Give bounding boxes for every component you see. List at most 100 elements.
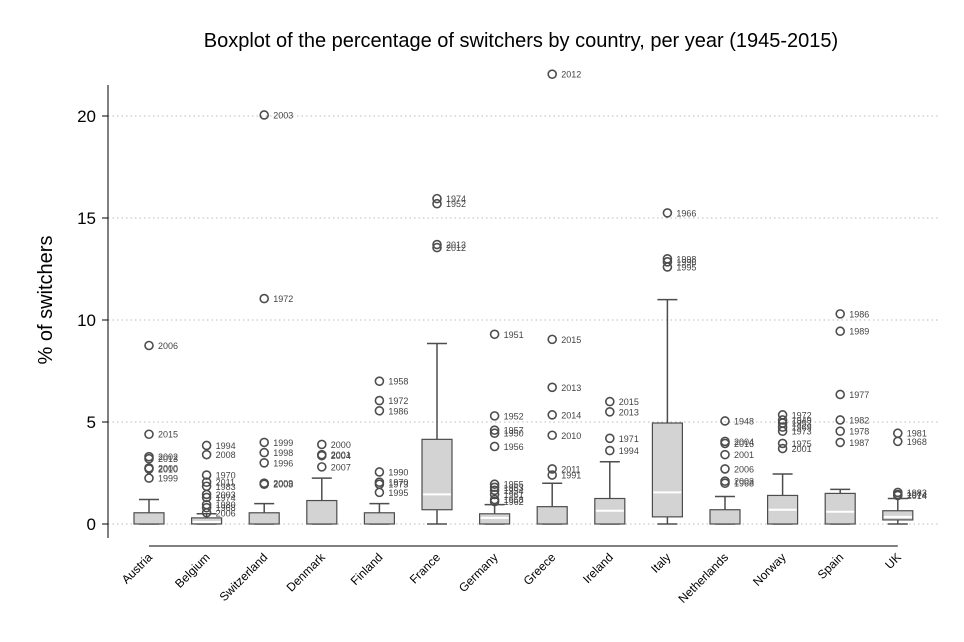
outlier-point	[489, 489, 500, 500]
outlier-point	[201, 440, 212, 451]
outlier-point	[604, 433, 615, 444]
outlier-point	[777, 415, 788, 425]
outlier-label: 1968	[734, 479, 754, 489]
outlier-point	[374, 487, 385, 498]
x-tick-label: Switzerland	[217, 550, 271, 604]
outlier-label: 1999	[273, 438, 293, 448]
outlier-label: 2007	[331, 462, 351, 472]
y-tick-label: 10	[77, 311, 96, 330]
outlier-label: 1948	[734, 416, 754, 426]
outlier-label: 2012	[446, 243, 466, 253]
outlier-point	[489, 441, 500, 452]
box-denmark	[306, 477, 338, 525]
outlier-point	[892, 428, 903, 439]
outlier-point	[201, 489, 212, 500]
outlier-point	[777, 422, 788, 432]
outlier-label: 1983	[216, 482, 236, 492]
outlier-label: 1999	[158, 474, 178, 484]
outlier-point	[489, 329, 500, 340]
outlier-label: 1958	[504, 495, 524, 505]
outlier-label: 1954	[504, 486, 524, 496]
outlier-point	[144, 429, 154, 440]
x-tick-label: Spain	[815, 550, 847, 582]
outlier-point	[201, 492, 212, 503]
outlier-point	[144, 340, 154, 351]
outlier-point	[720, 449, 730, 460]
outlier-label: 1995	[676, 262, 696, 272]
outlier-point	[201, 502, 212, 513]
outlier-label: 1991	[561, 471, 581, 481]
outlier-label: 1989	[849, 327, 869, 337]
outlier-point	[432, 193, 442, 204]
outlier-point	[835, 426, 846, 436]
outlier-label: 2001	[734, 450, 754, 460]
outlier-point	[374, 376, 385, 387]
outlier-label: 1953	[504, 483, 524, 493]
outlier-label: 1977	[849, 390, 869, 400]
outlier-point	[259, 293, 270, 304]
outlier-point	[144, 473, 154, 483]
outlier-point	[489, 428, 500, 439]
box-austria	[133, 498, 165, 525]
x-tick-labels: Austria Belgium Switzerland Denmark Finland F…	[119, 550, 904, 606]
outlier-label: 1972	[388, 396, 408, 406]
outlier-label: 1987	[849, 438, 869, 448]
outlier-point	[720, 464, 730, 474]
outlier-label: 2011	[561, 464, 580, 474]
chart-title: Boxplot of the percentage of switchers b…	[204, 30, 838, 52]
outlier-label: 2016	[734, 439, 754, 449]
outlier-point	[604, 445, 615, 456]
box-iqr	[191, 517, 223, 525]
outlier-point	[432, 242, 442, 253]
box-iqr	[479, 513, 511, 525]
outlier-label: 1953	[792, 419, 812, 429]
outlier-point	[720, 478, 730, 489]
x-tick-label: Denmark	[284, 550, 329, 595]
box-spain	[824, 488, 856, 525]
outlier-label: 1961	[504, 490, 524, 500]
outlier-point	[777, 426, 788, 436]
outlier-label: 1996	[273, 458, 293, 468]
box-iqr	[363, 512, 395, 525]
outlier-label: 2004	[734, 437, 754, 447]
outlier-label: 2003	[734, 477, 754, 487]
outlier-point	[892, 436, 903, 447]
outlier-label: 2014	[561, 410, 581, 420]
outlier-point	[547, 334, 558, 345]
y-tick-label: 5	[87, 413, 96, 432]
outlier-point	[892, 490, 903, 501]
outlier-label: 1955	[504, 480, 524, 490]
outlier-label: 2000	[158, 463, 178, 473]
x-tick-label: Ireland	[580, 550, 616, 586]
outlier-label: 2002	[158, 452, 178, 462]
outlier-point	[777, 438, 788, 449]
box-iqr	[306, 499, 338, 525]
outlier-point	[144, 464, 154, 474]
outlier-label: 1972	[792, 410, 812, 420]
outlier-point	[720, 416, 730, 426]
outlier-point	[316, 450, 327, 461]
outlier-label: 1949	[792, 415, 812, 425]
outlier-point	[662, 262, 673, 272]
outlier-label: 1972	[273, 294, 293, 304]
box-uk	[882, 497, 914, 525]
outlier-label: 1952	[446, 199, 466, 209]
outlier-label: 1951	[504, 330, 524, 340]
outlier-point	[835, 389, 846, 400]
outlier-point	[547, 430, 558, 441]
outlier-point	[374, 405, 385, 416]
outlier-point	[547, 410, 558, 420]
outlier-label: 2000	[331, 440, 351, 450]
outlier-point	[489, 496, 500, 507]
outlier-label: 2004	[331, 451, 351, 461]
box-iqr	[421, 438, 453, 511]
box-france	[421, 342, 453, 525]
outlier-label: 1974	[216, 493, 236, 503]
outlier-label: 2013	[446, 240, 466, 250]
outlier-label: 1986	[388, 406, 408, 416]
outlier-label: 2006	[158, 341, 178, 351]
y-axis-label: % of switchers	[35, 236, 57, 365]
outlier-point	[432, 239, 442, 250]
outlier-label: 1982	[849, 415, 869, 425]
